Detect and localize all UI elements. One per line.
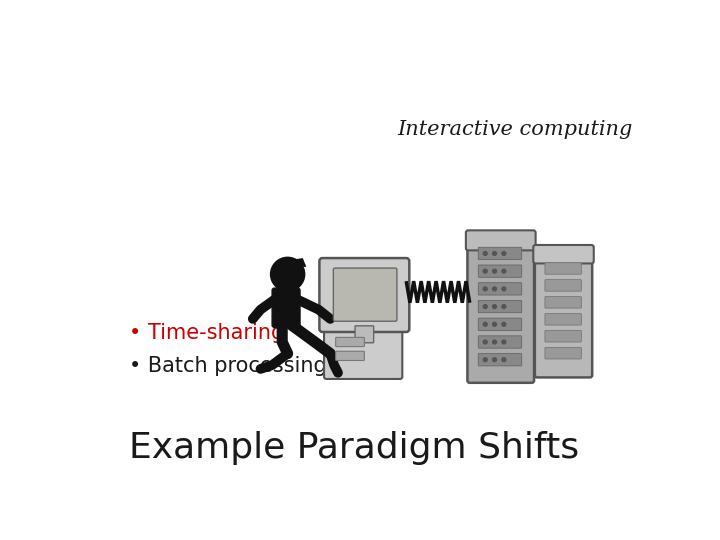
Circle shape xyxy=(502,252,505,255)
Text: • Batch processing: • Batch processing xyxy=(129,356,327,376)
FancyBboxPatch shape xyxy=(336,351,364,361)
Circle shape xyxy=(502,269,505,273)
Circle shape xyxy=(492,305,497,308)
FancyBboxPatch shape xyxy=(466,231,536,251)
FancyBboxPatch shape xyxy=(545,280,581,291)
Polygon shape xyxy=(287,259,305,267)
Circle shape xyxy=(492,358,497,362)
Circle shape xyxy=(271,257,305,291)
FancyBboxPatch shape xyxy=(545,330,581,342)
Circle shape xyxy=(483,340,487,344)
FancyBboxPatch shape xyxy=(545,262,581,274)
Circle shape xyxy=(492,252,497,255)
Circle shape xyxy=(492,322,497,326)
FancyBboxPatch shape xyxy=(545,347,581,359)
FancyBboxPatch shape xyxy=(478,336,522,348)
Text: • Time-sharing: • Time-sharing xyxy=(129,322,284,342)
Circle shape xyxy=(483,358,487,362)
Circle shape xyxy=(502,340,505,344)
Text: Example Paradigm Shifts: Example Paradigm Shifts xyxy=(129,431,579,465)
FancyBboxPatch shape xyxy=(545,314,581,325)
FancyBboxPatch shape xyxy=(324,325,402,379)
FancyBboxPatch shape xyxy=(478,300,522,313)
FancyBboxPatch shape xyxy=(478,283,522,295)
Circle shape xyxy=(492,269,497,273)
FancyBboxPatch shape xyxy=(534,245,594,264)
Circle shape xyxy=(483,252,487,255)
Circle shape xyxy=(502,358,505,362)
Circle shape xyxy=(483,287,487,291)
FancyBboxPatch shape xyxy=(333,268,397,321)
Circle shape xyxy=(483,305,487,308)
Circle shape xyxy=(492,340,497,344)
Circle shape xyxy=(502,322,505,326)
FancyBboxPatch shape xyxy=(478,318,522,330)
FancyBboxPatch shape xyxy=(336,338,364,347)
FancyBboxPatch shape xyxy=(320,258,409,332)
Circle shape xyxy=(502,287,505,291)
FancyBboxPatch shape xyxy=(478,354,522,366)
FancyBboxPatch shape xyxy=(478,265,522,278)
FancyBboxPatch shape xyxy=(467,240,534,383)
Circle shape xyxy=(502,305,505,308)
FancyBboxPatch shape xyxy=(545,296,581,308)
FancyBboxPatch shape xyxy=(535,253,593,377)
FancyBboxPatch shape xyxy=(355,326,374,343)
FancyBboxPatch shape xyxy=(272,288,300,327)
Circle shape xyxy=(492,287,497,291)
Circle shape xyxy=(483,269,487,273)
Text: Interactive computing: Interactive computing xyxy=(397,120,632,139)
Circle shape xyxy=(483,322,487,326)
FancyBboxPatch shape xyxy=(478,247,522,260)
